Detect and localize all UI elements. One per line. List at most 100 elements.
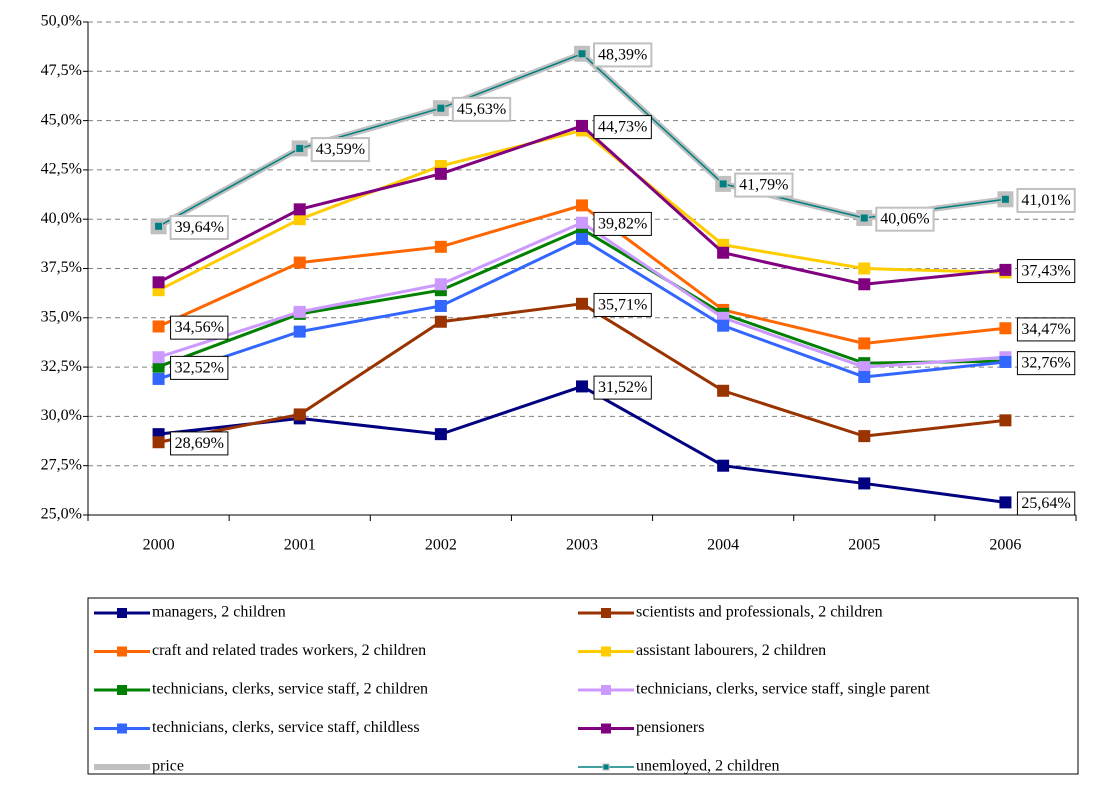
point-marker: [999, 355, 1012, 368]
data-label-box: [1016, 491, 1076, 516]
point-marker: [999, 414, 1012, 427]
x-tick-label: 2003: [566, 537, 598, 554]
point-marker: [152, 360, 165, 373]
legend-label: technicians, clerks, service staff, sing…: [636, 681, 930, 698]
data-label-box: [1016, 317, 1076, 342]
data-label-box: [593, 211, 652, 236]
point-marker: [152, 372, 165, 385]
point-marker: [576, 297, 588, 310]
point-marker: [436, 103, 446, 113]
data-label: 35,71%: [598, 296, 647, 313]
point-marker: [717, 384, 730, 397]
point-marker: [293, 213, 306, 226]
point-marker: [577, 49, 587, 59]
series-line: [158, 302, 1006, 444]
data-label: 45,63%: [457, 101, 506, 118]
data-label: 41,79%: [739, 177, 788, 194]
legend-label: technicians, clerks, service staff, chil…: [152, 719, 420, 736]
data-label: 34,56%: [175, 319, 224, 336]
point-marker: [576, 232, 588, 245]
point-marker: [999, 263, 1012, 276]
point-marker: [858, 430, 871, 443]
point-marker: [717, 319, 730, 332]
point-marker: [859, 213, 869, 223]
data-label: 34,47%: [1021, 321, 1070, 338]
point-marker: [293, 408, 306, 421]
legend-label: managers, 2 children: [152, 604, 286, 621]
legend-label: technicians, clerks, service staff, 2 ch…: [152, 681, 428, 698]
data-label-box: [310, 137, 371, 163]
point-marker: [858, 278, 871, 291]
data-label-box: [593, 292, 652, 317]
data-label: 32,76%: [1021, 355, 1070, 372]
data-label: 25,64%: [1021, 495, 1070, 512]
point-marker: [576, 216, 588, 229]
point-marker: [858, 361, 871, 374]
y-tick-label: 47,5%: [41, 62, 82, 79]
point-marker: [858, 337, 871, 350]
y-tick-label: 30,0%: [41, 407, 82, 424]
legend-label: pensioners: [636, 719, 704, 736]
point-marker: [1000, 194, 1010, 204]
data-label-box: [593, 42, 653, 68]
y-tick-label: 27,5%: [41, 456, 82, 473]
y-tick-label: 32,5%: [41, 358, 82, 375]
point-marker: [434, 240, 447, 253]
legend-marker: [601, 608, 611, 618]
y-tick-label: 25,0%: [41, 506, 82, 523]
x-tick-label: 2001: [284, 537, 316, 554]
point-marker: [293, 325, 306, 338]
y-tick-label: 40,0%: [41, 210, 82, 227]
data-label-box: [593, 115, 652, 140]
data-label: 39,64%: [175, 219, 224, 236]
legend-label: scientists and professionals, 2 children: [636, 604, 883, 621]
x-tick-label: 2004: [707, 537, 739, 554]
legend-marker: [601, 685, 611, 695]
data-label: 28,69%: [175, 435, 224, 452]
y-tick-label: 35,0%: [41, 308, 82, 325]
data-label: 39,82%: [598, 215, 647, 232]
point-marker: [999, 322, 1012, 335]
data-label: 43,59%: [316, 141, 365, 158]
point-marker: [434, 428, 447, 441]
data-label-box: [1016, 187, 1076, 213]
data-label: 32,52%: [175, 359, 224, 376]
legend-marker: [602, 763, 610, 771]
y-tick-label: 37,5%: [41, 259, 82, 276]
data-label: 37,43%: [1021, 263, 1070, 280]
point-marker: [434, 315, 447, 328]
point-marker: [293, 203, 306, 216]
legend-marker: [117, 685, 127, 695]
y-tick-label: 42,5%: [41, 161, 82, 178]
data-label-box: [170, 315, 229, 340]
y-tick-label: 45,0%: [41, 111, 82, 128]
point-marker: [152, 351, 165, 364]
data-label-box: [1016, 259, 1076, 284]
legend-label: craft and related trades workers, 2 chil…: [152, 642, 426, 659]
data-label-box: [451, 96, 512, 122]
legend-label: assistant labourers, 2 children: [636, 642, 826, 659]
data-label-box: [1016, 351, 1076, 376]
legend-label: price: [152, 758, 184, 775]
data-label: 40,06%: [880, 211, 929, 228]
point-marker: [434, 299, 447, 312]
point-marker: [154, 221, 164, 231]
data-label-box: [169, 214, 229, 240]
data-label-box: [170, 431, 229, 456]
y-tick-label: 50,0%: [41, 13, 82, 30]
data-label-box: [734, 172, 794, 198]
point-marker: [718, 179, 728, 189]
series-line: [158, 384, 1006, 504]
point-marker: [717, 459, 730, 472]
data-label-box: [593, 375, 652, 400]
point-marker: [576, 380, 588, 393]
data-label: 48,39%: [598, 46, 647, 63]
x-tick-label: 2005: [848, 537, 880, 554]
x-tick-label: 2000: [143, 537, 175, 554]
point-marker: [576, 119, 588, 132]
data-label: 44,73%: [598, 119, 647, 136]
legend-label: unemloyed, 2 children: [636, 758, 780, 775]
point-marker: [152, 436, 165, 449]
